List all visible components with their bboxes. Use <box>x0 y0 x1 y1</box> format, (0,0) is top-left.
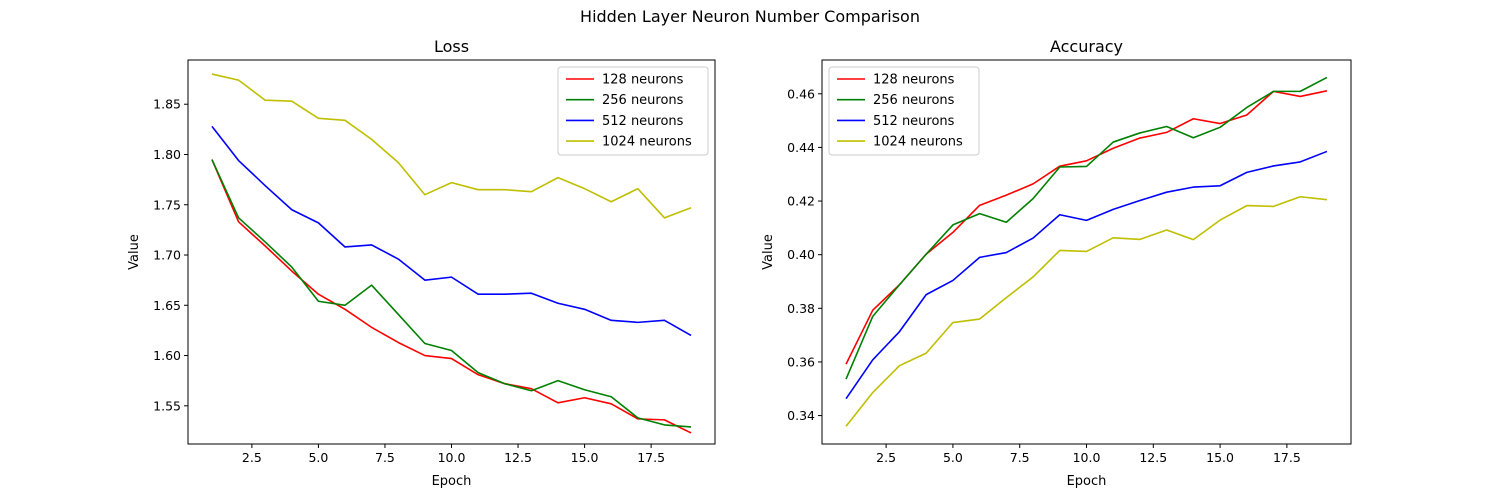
legend: 128 neurons 256 neurons 512 neurons 1024 ne… <box>557 66 709 156</box>
series-line-512-neurons <box>845 150 1328 400</box>
legend-label: 256 neurons <box>602 93 684 108</box>
x-tick-label: 7.5 <box>375 450 395 465</box>
legend-label: 1024 neurons <box>873 135 963 150</box>
y-tick-label: 1.65 <box>153 298 181 313</box>
x-axis-label: Epoch <box>432 474 472 489</box>
x-tick-label: 10.0 <box>1073 450 1101 465</box>
y-tick-label: 0.46 <box>787 86 815 101</box>
x-tick-label: 17.5 <box>637 450 665 465</box>
y-tick-label: 1.85 <box>153 97 181 112</box>
accuracy-panel: Accuracy 2.5 5.0 7.5 10.0 12.5 15.0 17.5 0.34 0.3… <box>761 37 1352 489</box>
x-tick-label: 2.5 <box>876 450 896 465</box>
y-tick-label: 0.44 <box>787 140 815 155</box>
y-tick-label: 0.42 <box>787 194 815 209</box>
series-line-128-neurons <box>211 159 692 434</box>
panel-title: Loss <box>434 37 469 56</box>
x-tick-label: 12.5 <box>1139 450 1167 465</box>
y-tick-label: 0.38 <box>787 301 815 316</box>
series-line-1024-neurons <box>845 195 1328 427</box>
y-tick-label: 0.36 <box>787 354 815 369</box>
legend-box <box>557 66 709 156</box>
loss-panel: Loss 2.5 5.0 7.5 10.0 12.5 15.0 17.5 1.55 1.60 1.6… <box>127 37 716 489</box>
figure-title: Hidden Layer Neuron Number Comparison <box>580 7 920 26</box>
x-tick-label: 15.0 <box>1206 450 1234 465</box>
x-tick-label: 7.5 <box>1010 450 1030 465</box>
legend-label: 1024 neurons <box>602 135 692 150</box>
y-axis-label: Value <box>127 234 142 270</box>
series-line-1024-neurons <box>211 73 692 219</box>
legend-label: 256 neurons <box>873 93 955 108</box>
series-line-512-neurons <box>211 125 692 337</box>
series-line-256-neurons <box>845 76 1328 380</box>
y-tick-label: 1.75 <box>153 197 181 212</box>
y-tick-label: 0.34 <box>787 408 815 423</box>
y-tick-label: 1.60 <box>153 348 181 363</box>
legend-label: 128 neurons <box>873 73 955 88</box>
y-tick-label: 1.55 <box>153 398 181 413</box>
x-tick-label: 2.5 <box>242 450 262 465</box>
legend-box <box>828 66 980 156</box>
legend-label: 512 neurons <box>873 114 955 129</box>
x-tick-label: 17.5 <box>1273 450 1301 465</box>
x-tick-label: 5.0 <box>943 450 963 465</box>
x-tick-label: 10.0 <box>438 450 466 465</box>
x-tick-label: 5.0 <box>308 450 328 465</box>
x-tick-label: 12.5 <box>504 450 532 465</box>
legend-label: 128 neurons <box>602 73 684 88</box>
series-line-256-neurons <box>211 159 692 428</box>
x-tick-label: 15.0 <box>571 450 599 465</box>
x-axis-label: Epoch <box>1067 474 1107 489</box>
panel-title: Accuracy <box>1050 37 1123 56</box>
legend: 128 neurons 256 neurons 512 neurons 1024 ne… <box>828 66 980 156</box>
y-tick-label: 1.70 <box>153 248 181 263</box>
y-axis-label: Value <box>761 234 776 270</box>
y-tick-label: 0.40 <box>787 247 815 262</box>
legend-label: 512 neurons <box>602 114 684 129</box>
y-tick-label: 1.80 <box>153 147 181 162</box>
